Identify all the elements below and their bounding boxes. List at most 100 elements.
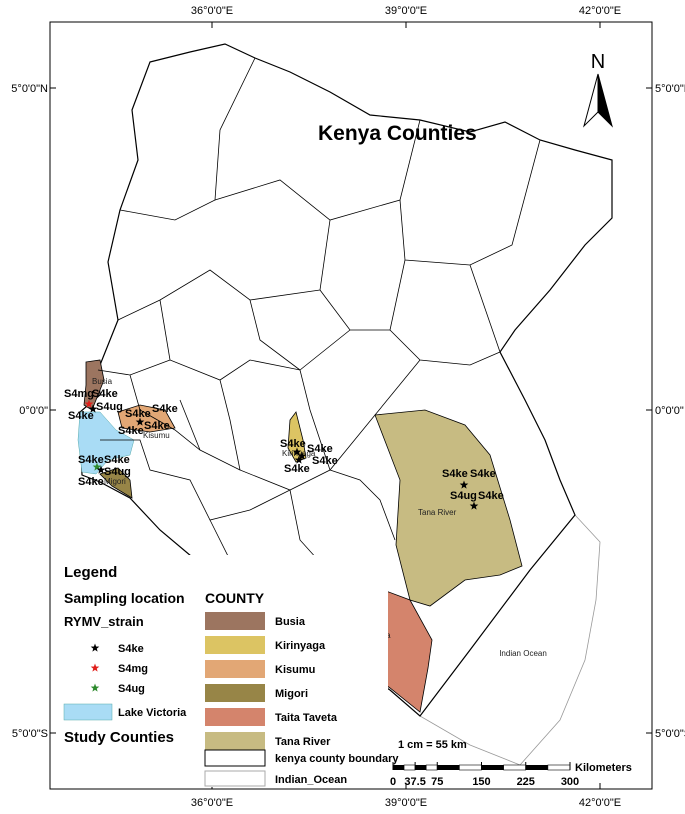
place-label: Busia — [92, 377, 113, 386]
legend-label: Migori — [275, 688, 308, 700]
county-fill — [374, 409, 523, 607]
legend-marker — [90, 643, 100, 652]
sample-marker — [88, 404, 98, 413]
place-label: Indian Ocean — [499, 649, 547, 658]
scale-segment — [437, 765, 460, 770]
sample-marker — [292, 447, 302, 456]
legend-swatch — [205, 708, 265, 726]
legend-label: S4ug — [118, 683, 145, 695]
sample-label: S4ke — [118, 425, 144, 437]
legend-swatch — [205, 660, 265, 678]
scale-segment — [503, 764, 527, 771]
graticule-label: 36°0'0"E — [191, 5, 233, 17]
place-label: Migori — [104, 477, 126, 486]
sample-label: S4ke — [78, 454, 104, 466]
scale-segment — [425, 764, 438, 771]
legend-swatch — [205, 636, 265, 654]
scale-ratio: 1 cm = 55 km — [398, 739, 467, 751]
legend-heading: COUNTY — [205, 590, 265, 606]
scale-tick-label: 150 — [472, 776, 490, 788]
scale-segment — [459, 764, 482, 771]
sample-label: S4ug — [96, 401, 123, 413]
scale-segment — [525, 765, 548, 770]
sample-label: S4ug — [450, 490, 477, 502]
graticule-label: 42°0'0"E — [579, 5, 621, 17]
legend-marker — [90, 663, 100, 672]
legend-label: Lake Victoria — [118, 707, 187, 719]
legend-label: Indian_Ocean — [275, 774, 347, 786]
sample-label: S4ke — [280, 438, 306, 450]
sample-label: S4ke — [478, 490, 504, 502]
north-label: N — [591, 51, 605, 73]
legend-marker — [90, 683, 100, 692]
graticule-label: 39°0'0"E — [385, 797, 427, 809]
legend-label: S4mg — [118, 663, 148, 675]
graticule-label: 39°0'0"E — [385, 5, 427, 17]
map-title: Kenya Counties — [318, 122, 477, 145]
legend-swatch — [204, 749, 266, 767]
graticule-label: 0°0'0" — [655, 405, 684, 417]
legend-swatch — [205, 612, 265, 630]
sample-marker — [294, 455, 304, 464]
scale-tick-label: 37.5 — [404, 776, 425, 788]
legend-heading: RYMV_strain — [64, 614, 144, 629]
legend-heading: Sampling location — [64, 590, 185, 606]
sample-label: S4ke — [92, 388, 118, 400]
legend-label: Kirinyaga — [275, 640, 326, 652]
legend-swatch — [205, 684, 265, 702]
sample-marker — [135, 417, 145, 426]
scale-segment — [393, 765, 405, 770]
legend-label: Kisumu — [275, 664, 315, 676]
place-label: Tana River — [418, 508, 457, 517]
sample-label: S4ke — [470, 468, 496, 480]
scale-tick-label: 75 — [431, 776, 443, 788]
sample-label: S4ke — [442, 468, 468, 480]
sample-label: S4ke — [284, 463, 310, 475]
place-label: Kisumu — [143, 431, 170, 440]
scale-unit: Kilometers — [575, 762, 632, 774]
graticule-label: 42°0'0"E — [579, 797, 621, 809]
scale-segment — [403, 764, 416, 771]
graticule-label: 5°0'0"N — [11, 83, 48, 95]
sample-marker — [92, 462, 102, 471]
graticule-label: 5°0'0"S — [655, 728, 685, 740]
sample-label: S4ug — [104, 466, 131, 478]
legend-heading: Study Counties — [64, 729, 174, 746]
graticule-label: 5°0'0"S — [12, 728, 48, 740]
legend-swatch — [63, 703, 113, 721]
sample-label: S4ke — [152, 403, 178, 415]
county-fill — [117, 404, 176, 433]
scale-tick-label: 225 — [517, 776, 535, 788]
lake-victoria — [77, 411, 135, 475]
county-fill — [83, 359, 105, 411]
sample-label: S4ke — [312, 455, 338, 467]
sample-marker — [84, 399, 94, 408]
scale-tick-label: 0 — [390, 776, 396, 788]
sample-label: S4ke — [104, 454, 130, 466]
scale-segment — [547, 764, 571, 771]
scale-segment — [415, 765, 427, 770]
sample-label: S4ke — [125, 408, 151, 420]
graticule-label: 36°0'0"E — [191, 797, 233, 809]
legend-label: Tana River — [275, 736, 331, 748]
north-arrow — [597, 73, 613, 128]
scale-tick-label: 300 — [561, 776, 579, 788]
legend-label: Busia — [275, 616, 306, 628]
sample-label: S4mg — [64, 388, 94, 400]
sample-label: S4ke — [144, 420, 170, 432]
county-fill — [99, 467, 133, 499]
legend-swatch — [204, 770, 266, 787]
graticule-label: 5°0'0"N — [655, 83, 685, 95]
graticule-label: 0°0'0" — [19, 405, 48, 417]
sample-marker — [96, 465, 106, 474]
sample-label: S4ke — [307, 443, 333, 455]
legend-label: Taita Taveta — [275, 712, 338, 724]
county-fill — [287, 411, 307, 463]
sample-marker — [469, 501, 479, 510]
sample-label: S4ke — [78, 476, 104, 488]
sample-marker — [459, 480, 469, 489]
legend-title: Legend — [64, 564, 117, 581]
legend-label: S4ke — [118, 643, 144, 655]
sample-marker — [297, 451, 307, 460]
